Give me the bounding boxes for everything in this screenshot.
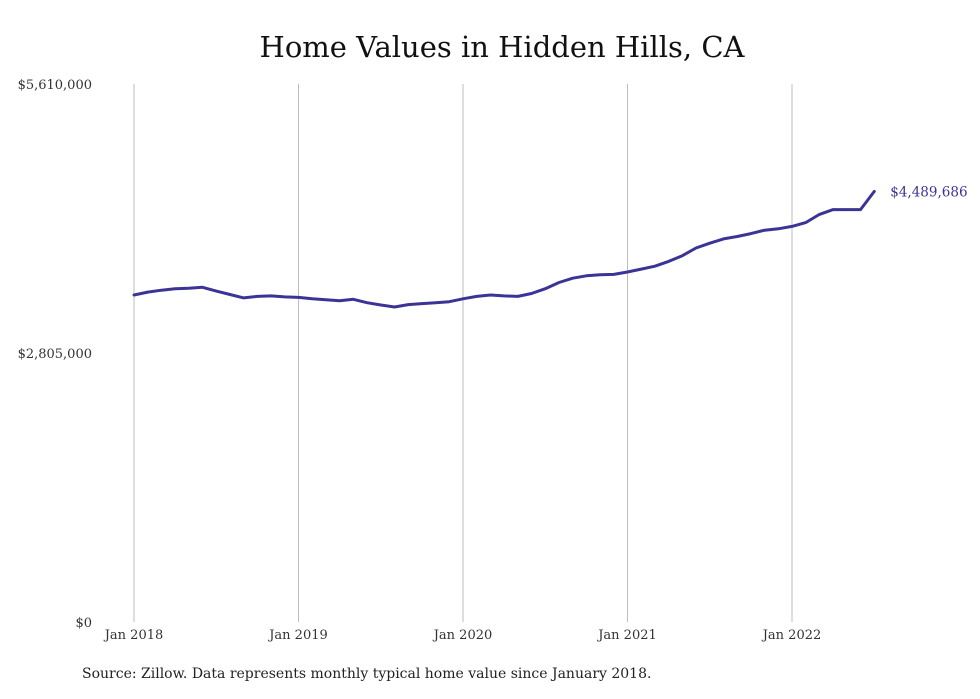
line-chart: Jan 2018 Jan 2019 Jan 2020 Jan 2021 Jan 2022… (18, 78, 968, 643)
series-line (132, 189, 876, 309)
x-tick-label: Jan 2022 (761, 628, 822, 643)
gridlines (133, 84, 793, 622)
x-axis-ticks: Jan 2018 Jan 2019 Jan 2020 Jan 2021 Jan 2022 (103, 628, 822, 643)
y-tick-label: $5,610,000 (18, 78, 92, 93)
y-axis-ticks: $0 $2,805,000 $5,610,000 (18, 78, 92, 631)
x-tick-label: Jan 2019 (267, 628, 328, 643)
y-tick-label: $0 (75, 616, 92, 631)
y-tick-label: $2,805,000 (18, 347, 92, 362)
x-tick-label: Jan 2020 (432, 628, 493, 643)
series-layer (132, 189, 876, 309)
end-value-label: $4,489,686 (890, 184, 967, 200)
x-tick-label: Jan 2018 (103, 628, 164, 643)
x-tick-label: Jan 2021 (596, 628, 657, 643)
chart-title: Home Values in Hidden Hills, CA (259, 30, 745, 64)
source-note: Source: Zillow. Data represents monthly … (82, 666, 652, 682)
